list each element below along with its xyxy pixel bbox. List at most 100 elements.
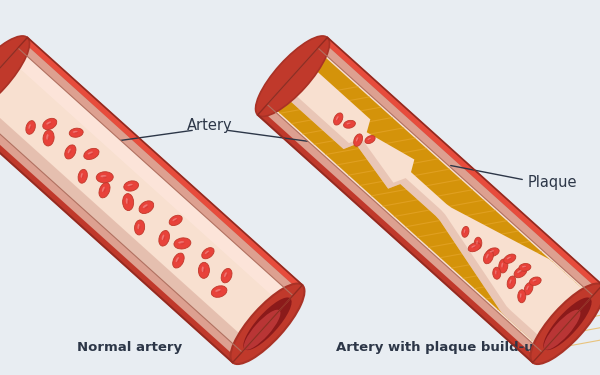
Ellipse shape xyxy=(46,122,51,124)
Ellipse shape xyxy=(26,121,35,134)
Ellipse shape xyxy=(173,253,184,268)
Ellipse shape xyxy=(199,262,209,278)
Ellipse shape xyxy=(134,220,145,235)
Polygon shape xyxy=(23,38,302,290)
Ellipse shape xyxy=(344,120,355,128)
Ellipse shape xyxy=(474,237,482,249)
Ellipse shape xyxy=(211,286,227,297)
Ellipse shape xyxy=(514,267,527,278)
Ellipse shape xyxy=(169,215,182,225)
Ellipse shape xyxy=(172,218,177,221)
Ellipse shape xyxy=(478,242,479,245)
Polygon shape xyxy=(262,42,598,358)
Ellipse shape xyxy=(534,280,537,282)
Ellipse shape xyxy=(353,134,362,146)
Ellipse shape xyxy=(491,251,494,253)
Ellipse shape xyxy=(244,297,292,350)
Ellipse shape xyxy=(527,287,529,290)
Ellipse shape xyxy=(465,231,466,233)
Ellipse shape xyxy=(103,176,107,178)
Ellipse shape xyxy=(130,185,133,187)
Ellipse shape xyxy=(159,231,169,246)
Ellipse shape xyxy=(468,243,481,252)
Ellipse shape xyxy=(487,248,499,256)
Polygon shape xyxy=(0,38,302,362)
Ellipse shape xyxy=(127,200,129,204)
Ellipse shape xyxy=(521,295,523,298)
Ellipse shape xyxy=(202,248,214,259)
Ellipse shape xyxy=(126,198,128,204)
Polygon shape xyxy=(258,38,600,362)
Ellipse shape xyxy=(532,279,536,281)
Ellipse shape xyxy=(80,173,83,178)
Ellipse shape xyxy=(127,184,133,186)
Ellipse shape xyxy=(502,264,504,268)
Ellipse shape xyxy=(163,236,165,240)
Ellipse shape xyxy=(205,251,209,254)
Ellipse shape xyxy=(490,251,494,252)
Ellipse shape xyxy=(46,134,49,140)
Ellipse shape xyxy=(89,153,93,155)
Ellipse shape xyxy=(47,136,50,140)
Ellipse shape xyxy=(244,310,280,350)
Ellipse shape xyxy=(230,284,304,364)
Ellipse shape xyxy=(28,124,31,129)
Polygon shape xyxy=(8,48,293,306)
Ellipse shape xyxy=(202,266,204,272)
Ellipse shape xyxy=(226,274,227,278)
Ellipse shape xyxy=(334,113,343,125)
Ellipse shape xyxy=(504,254,516,263)
Ellipse shape xyxy=(524,282,533,295)
Text: Artery: Artery xyxy=(187,118,233,133)
Ellipse shape xyxy=(82,174,83,178)
Text: Plaque: Plaque xyxy=(528,174,577,189)
Ellipse shape xyxy=(29,126,32,129)
Text: Artery with plaque build-up: Artery with plaque build-up xyxy=(337,340,544,354)
Polygon shape xyxy=(0,48,293,352)
Ellipse shape xyxy=(487,255,490,259)
Ellipse shape xyxy=(484,251,493,264)
Ellipse shape xyxy=(177,259,179,262)
Ellipse shape xyxy=(501,262,503,267)
Ellipse shape xyxy=(206,252,209,255)
Polygon shape xyxy=(267,48,593,352)
Ellipse shape xyxy=(499,259,508,273)
Polygon shape xyxy=(0,42,298,358)
Ellipse shape xyxy=(495,270,497,274)
Ellipse shape xyxy=(43,130,54,146)
Ellipse shape xyxy=(496,272,497,275)
Ellipse shape xyxy=(476,240,478,244)
Text: Normal artery: Normal artery xyxy=(77,340,182,354)
Ellipse shape xyxy=(347,123,350,124)
Ellipse shape xyxy=(517,270,521,273)
Polygon shape xyxy=(0,96,250,352)
Ellipse shape xyxy=(356,137,358,141)
Ellipse shape xyxy=(221,268,232,283)
Ellipse shape xyxy=(336,116,338,120)
Ellipse shape xyxy=(122,194,134,211)
Ellipse shape xyxy=(137,224,140,229)
Ellipse shape xyxy=(217,291,221,292)
Ellipse shape xyxy=(103,188,106,192)
Ellipse shape xyxy=(511,281,512,284)
Ellipse shape xyxy=(357,139,359,142)
Ellipse shape xyxy=(473,246,476,248)
Ellipse shape xyxy=(124,181,139,191)
Ellipse shape xyxy=(518,290,526,303)
Ellipse shape xyxy=(529,277,541,285)
Ellipse shape xyxy=(508,258,511,260)
Ellipse shape xyxy=(507,276,515,289)
Ellipse shape xyxy=(337,117,339,120)
Ellipse shape xyxy=(139,201,154,213)
Ellipse shape xyxy=(176,257,179,262)
Ellipse shape xyxy=(520,293,521,298)
Ellipse shape xyxy=(522,266,526,267)
Ellipse shape xyxy=(256,36,329,117)
Polygon shape xyxy=(286,68,585,344)
Ellipse shape xyxy=(99,183,110,198)
Ellipse shape xyxy=(88,152,93,154)
Ellipse shape xyxy=(84,148,99,159)
Ellipse shape xyxy=(523,267,526,268)
Ellipse shape xyxy=(161,235,164,240)
Ellipse shape xyxy=(526,286,529,290)
